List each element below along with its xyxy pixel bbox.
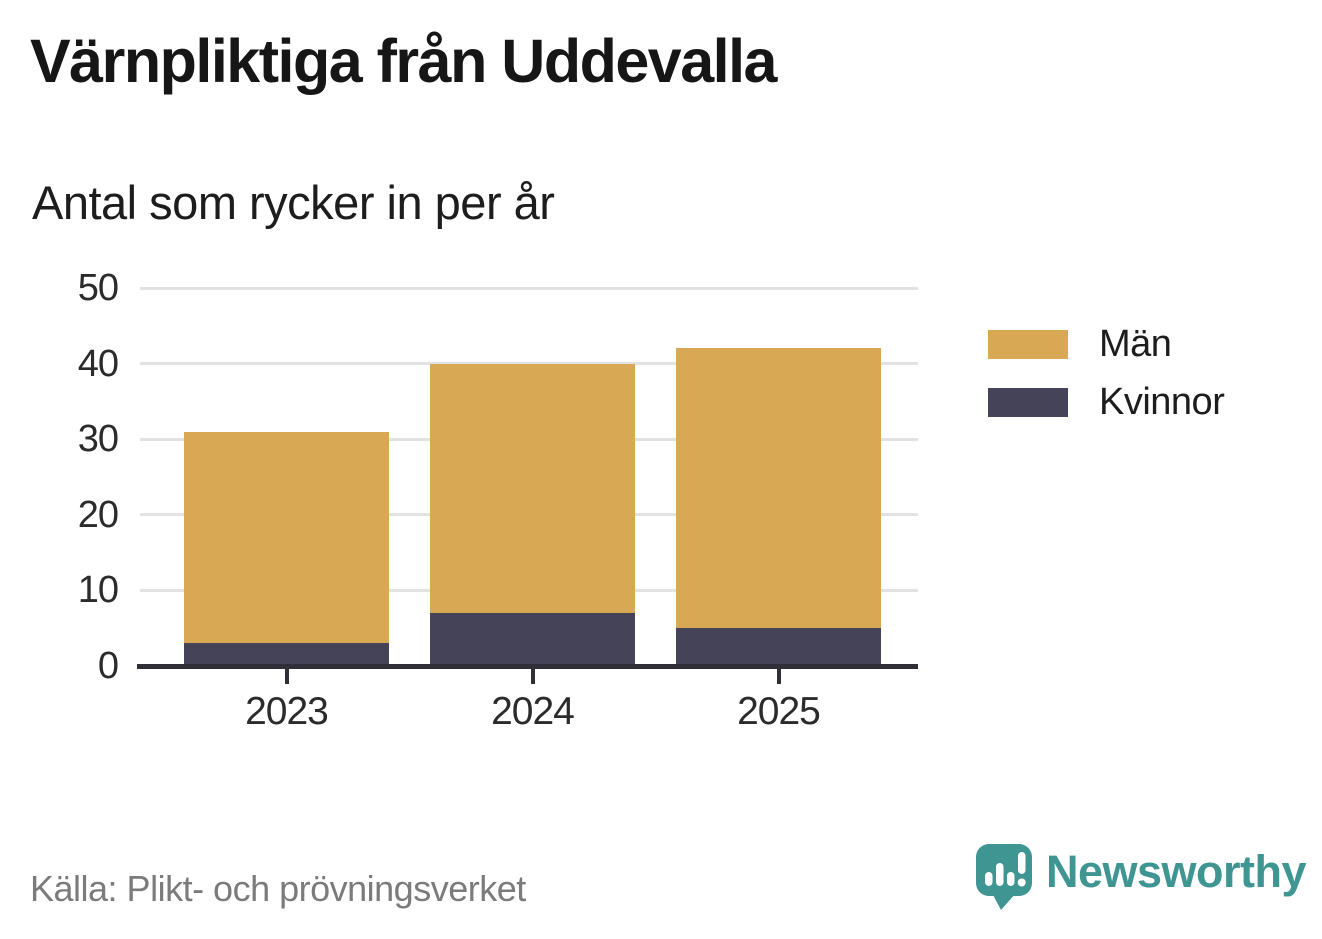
- y-axis-label: 50: [77, 267, 119, 309]
- legend-item-kvinnor: Kvinnor: [988, 381, 1225, 423]
- chart-title: Värnpliktiga från Uddevalla: [30, 27, 777, 95]
- y-axis-label: 40: [77, 342, 119, 385]
- legend-item-män: Män: [988, 323, 1224, 365]
- y-axis-label: 10: [77, 569, 119, 612]
- bar-2025-kvinnor: [676, 628, 881, 666]
- x-tick-mark: [776, 669, 781, 684]
- bar-2025-män: [676, 348, 881, 629]
- bar-2024-kvinnor: [430, 613, 635, 666]
- x-tick-mark: [530, 669, 535, 684]
- newsworthy-logo: Newsworthy: [975, 843, 1307, 911]
- legend-label: Kvinnor: [1099, 381, 1225, 423]
- x-axis-line: [137, 664, 918, 669]
- legend-swatch: [988, 330, 1068, 359]
- speech-bubble-bar-chart-icon: [976, 844, 1032, 910]
- bar-2023-män: [184, 431, 389, 644]
- newsworthy-wordmark: Newsworthy: [1046, 845, 1307, 897]
- chart-subtitle: Antal som rycker in per år: [32, 176, 555, 229]
- legend-swatch: [988, 388, 1068, 417]
- x-axis-label: 2023: [245, 690, 329, 733]
- source-caption: Källa: Plikt- och prövningsverket: [30, 868, 526, 909]
- x-tick-mark: [284, 669, 289, 684]
- y-axis-label: 30: [77, 418, 119, 461]
- x-axis-label: 2025: [737, 690, 821, 733]
- legend-label: Män: [1099, 323, 1172, 365]
- bar-2023-kvinnor: [184, 643, 389, 666]
- gridline: [140, 286, 918, 290]
- chart-legend: Män Kvinnor: [988, 323, 1225, 446]
- y-axis-label: 20: [77, 493, 119, 536]
- y-axis-label: 0: [97, 645, 119, 687]
- x-axis-label: 2024: [491, 690, 575, 733]
- bar-2024-män: [430, 363, 635, 614]
